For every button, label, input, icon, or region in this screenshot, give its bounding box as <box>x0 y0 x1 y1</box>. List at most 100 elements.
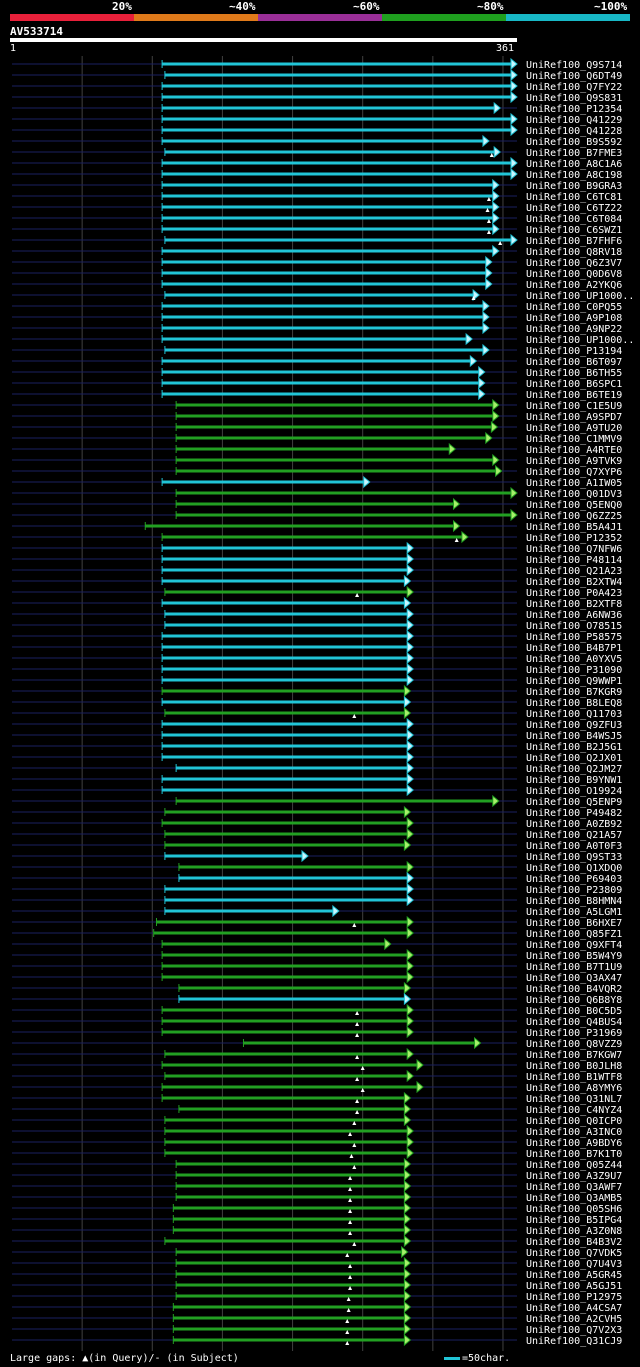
hit-label: UniRef100_B9GRA3 <box>526 181 622 192</box>
query-gap-marker <box>498 241 503 245</box>
query-gap-marker <box>486 197 491 201</box>
hit-arrow <box>332 904 340 918</box>
hit-arrow <box>406 541 414 555</box>
query-gap-marker <box>355 1055 360 1059</box>
hit-arrow <box>406 651 414 665</box>
query-gap-marker <box>345 1330 350 1334</box>
hit-label: UniRef100_Q6Z3V7 <box>526 258 622 269</box>
query-gap-marker <box>348 1209 353 1213</box>
legend-label-100: ~100% <box>594 0 628 13</box>
query-gap-marker <box>352 1121 357 1125</box>
hit-arrow <box>482 299 490 313</box>
hit-label: UniRef100_B2J5G1 <box>526 742 622 753</box>
hit-label: UniRef100_Q9S714 <box>526 60 622 71</box>
hit-arrow <box>403 1256 412 1270</box>
hit-label: UniRef100_B6T097 <box>526 357 622 368</box>
hit-arrow <box>510 68 518 82</box>
hit-arrow <box>406 871 414 885</box>
hit-arrow <box>406 926 414 940</box>
hit-arrow <box>403 706 412 720</box>
hit-label: UniRef100_B6HXE7 <box>526 918 622 929</box>
hit-arrow <box>403 1234 412 1248</box>
hit-arrow <box>403 1322 412 1336</box>
hit-label: UniRef100_A1IW05 <box>526 478 622 489</box>
hit-arrow <box>406 959 414 973</box>
hit-arrow <box>492 398 500 412</box>
hit-arrow <box>492 211 500 225</box>
query-gap-marker <box>355 1033 360 1037</box>
hit-arrow <box>452 519 461 533</box>
hit-label: UniRef100_A9P108 <box>526 313 622 324</box>
hit-arrow <box>403 805 412 819</box>
hit-label: UniRef100_B4B7P1 <box>526 643 622 654</box>
hit-arrow <box>403 1289 412 1303</box>
hit-label: UniRef100_A3Z0N8 <box>526 1226 622 1237</box>
hit-arrow <box>403 1168 412 1182</box>
hit-label: UniRef100_Q6B8Y8 <box>526 995 622 1006</box>
hit-arrow <box>482 343 490 357</box>
hit-label: UniRef100_UP1000.. <box>526 335 634 346</box>
scale-legend: =50char. <box>444 1353 510 1365</box>
hit-arrow <box>384 937 392 951</box>
hit-label: UniRef100_P31969 <box>526 1028 622 1039</box>
query-gap-marker <box>471 296 476 300</box>
hit-label: UniRef100_Q7XYP6 <box>526 467 622 478</box>
hit-arrow <box>403 1091 412 1105</box>
hit-label: UniRef100_Q0D6V8 <box>526 269 622 280</box>
hit-arrow <box>406 860 414 874</box>
query-gap-marker <box>348 1198 353 1202</box>
hit-arrow <box>403 1102 412 1116</box>
hit-arrow <box>403 1311 412 1325</box>
hit-arrow <box>482 134 490 148</box>
legend-segment <box>506 14 630 21</box>
hit-arrow <box>492 453 500 467</box>
hit-label: UniRef100_P12975 <box>526 1292 622 1303</box>
query-gap-marker <box>348 1220 353 1224</box>
hit-label: UniRef100_Q7V2X3 <box>526 1325 622 1336</box>
hit-arrow <box>406 717 414 731</box>
hit-arrow <box>406 662 414 676</box>
legend-label-80: ~80% <box>477 0 504 13</box>
query-gap-marker <box>360 1088 365 1092</box>
hit-label: UniRef100_Q8VZZ9 <box>526 1039 622 1050</box>
hit-arrow <box>406 761 414 775</box>
hit-arrow <box>472 288 480 302</box>
hit-label: UniRef100_A9TVK9 <box>526 456 622 467</box>
hit-label: UniRef100_B4VQR2 <box>526 984 622 995</box>
identity-legend-bar <box>10 14 630 21</box>
hit-label: UniRef100_B2XTF8 <box>526 599 622 610</box>
hit-label: UniRef100_Q6ZZ25 <box>526 511 622 522</box>
hit-label: UniRef100_B0C5D5 <box>526 1006 622 1017</box>
hit-arrow <box>406 629 414 643</box>
hit-arrow <box>406 783 414 797</box>
query-gap-marker <box>345 1319 350 1323</box>
query-scale-end: 361 <box>496 43 515 54</box>
hit-arrow <box>406 618 414 632</box>
hit-label: UniRef100_B8HMN4 <box>526 896 622 907</box>
hit-label: UniRef100_C6T084 <box>526 214 622 225</box>
hit-label: UniRef100_Q9XFT4 <box>526 940 622 951</box>
hit-arrow <box>492 409 500 423</box>
hit-label: UniRef100_Q2JM27 <box>526 764 622 775</box>
hit-arrow <box>403 1179 412 1193</box>
hit-arrow <box>403 1201 412 1215</box>
hit-label: UniRef100_Q9S831 <box>526 93 622 104</box>
hit-label: UniRef100_C4NYZ4 <box>526 1105 622 1116</box>
hit-label: UniRef100_P13194 <box>526 346 622 357</box>
hit-label: UniRef100_Q3AWF7 <box>526 1182 622 1193</box>
hit-arrow <box>406 948 414 962</box>
hit-label: UniRef100_C6TC81 <box>526 192 622 203</box>
hit-arrow <box>406 1069 414 1083</box>
hit-label: UniRef100_P48114 <box>526 555 622 566</box>
hit-label: UniRef100_P31090 <box>526 665 622 676</box>
hit-arrow <box>482 310 490 324</box>
hit-label: UniRef100_Q3AX47 <box>526 973 622 984</box>
hit-arrow <box>510 508 518 522</box>
hit-arrow <box>403 1300 412 1314</box>
query-gap-marker <box>348 1264 353 1268</box>
hit-arrow <box>416 1058 424 1072</box>
query-gap-marker <box>348 1187 353 1191</box>
hit-arrow <box>406 1135 414 1149</box>
hit-arrow <box>492 794 500 808</box>
